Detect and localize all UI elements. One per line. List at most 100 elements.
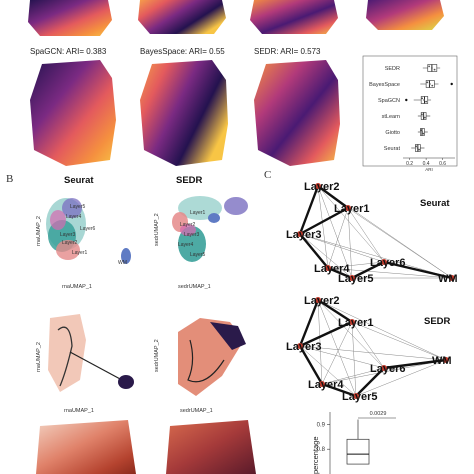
graph-node [353,393,359,399]
graph-edge [321,367,385,385]
seurat-umap: Layer5 Layer4 Layer6 Layer3 Layer2 Layer… [36,198,131,290]
graph-edge [299,233,453,279]
seurat-trajectory-y-label: rnaUMAP_2 [36,342,42,372]
umap-label: Layer5 [190,252,206,258]
graph-node [297,343,303,349]
umap-label: Layer2 [180,222,196,228]
graph-edge [317,299,357,397]
graph-edge [317,299,447,361]
umap-label: Layer5 [70,204,86,210]
graph-node-label: Layer2 [304,295,339,307]
boxplot-category-label: Seurat [384,146,401,152]
graph-node [315,183,321,189]
boxplot-point [421,97,424,100]
graph-strong-edge [317,185,349,209]
graph-edge [299,345,447,361]
boxplot-point [428,83,431,85]
graph-node [381,259,387,265]
panel-b-letter: B [6,173,13,185]
boxplot-point [421,131,424,133]
graph-edge [299,233,385,263]
graph-node-label: WM [432,355,452,367]
graph-edge [327,261,385,269]
sedr-umap: Layer1 Layer2 Layer3 Layer4 Layer5 sedrU… [154,196,248,290]
graph-edge [317,185,329,269]
graph-edge [321,359,447,385]
sedr-trajectory-x-label: sedrUMAP_1 [180,408,213,414]
graph-strong-edge [298,299,320,347]
graph-edge [347,207,385,263]
graph-edge [327,207,349,269]
boxplot-outlier [450,82,453,86]
umap-label: Layer6 [80,226,96,232]
boxplot-point [423,99,426,101]
graph-node [349,319,355,325]
umap-label: Layer1 [72,250,88,256]
boxplot-category-label: stLearn [382,114,400,120]
bayesspace-title: BayesSpace: ARI= 0.55 [140,47,225,56]
umap-label: Layer4 [66,214,82,220]
graph-node-label: Layer3 [286,341,321,353]
boxplot-point [422,132,425,135]
graph-node-label: Layer6 [370,363,405,375]
graph-node [345,205,351,211]
graph-edge [317,185,385,263]
seurat-graph-title: Seurat [420,198,450,209]
graph-edge [299,233,353,279]
graph-strong-edge [299,206,349,236]
graph-edge [351,321,385,369]
boxplot-category-label: SEDR [385,66,400,72]
graph-edge [327,267,453,279]
boxplot-point [416,147,419,149]
umap-label: Layer3 [184,232,200,238]
sedr-title: SEDR: ARI= 0.573 [254,47,321,56]
umap-label: Layer3 [60,232,76,238]
sedr-tissue-map [254,60,340,166]
spagcn-title: SpaGCN: ARI= 0.383 [30,47,107,56]
graph-strong-edge [299,320,353,348]
graph-strong-edge [351,260,385,280]
boxplot-point [428,65,431,68]
umap-label: Layer2 [62,240,78,246]
graph-strong-edge [317,298,353,324]
graph-edge [347,207,453,279]
graph-strong-edge [298,185,320,235]
pct-box [346,438,370,465]
boxplot-outlier [405,98,408,102]
graph-strong-edge [383,358,447,370]
sedr-trajectory-y-label: sedrUMAP_2 [154,339,160,372]
graph-node-label: Layer1 [334,203,369,215]
graph-edge [299,345,357,397]
boxplot-point [420,129,422,132]
boxplot-point [423,116,426,119]
boxplot-point [421,113,423,116]
graph-node-label: Layer1 [338,317,373,329]
panel-a-method-row: SpaGCN: ARI= 0.383 BayesSpace: ARI= 0.55… [30,47,340,166]
graph-node-label: Layer4 [314,263,350,275]
ari-boxplot: SEDR BayesSpace SpaGCN stLearn Giotto Seurat 0… [362,55,458,172]
bayesspace-tissue-map [140,60,228,166]
pct-y-tick-label: 0.9 [317,422,326,428]
sedr-trajectory-umap: sedrUMAP_2 sedrUMAP_1 [154,318,246,414]
boxplot-point [430,67,433,69]
graph-node [297,231,303,237]
spagcn-tissue-map [30,60,116,166]
graph-node-label: Layer4 [308,379,344,391]
graph-node [315,297,321,303]
graph-node-label: Layer6 [370,257,405,269]
graph-edge [347,207,353,279]
graph-strong-edge [355,367,385,397]
graph-edge [351,321,357,397]
umap-label: WM [118,260,127,266]
graph-node [319,381,325,387]
umap-label: Layer1 [190,210,206,216]
pct-y-label: percentage [311,436,320,474]
boxplot-point [433,68,436,71]
panel-c-letter: C [264,169,271,181]
boxplot-point [425,100,428,103]
tissue-map [366,0,444,30]
graph-strong-edge [298,345,324,385]
seurat-column-title: Seurat [64,175,94,186]
